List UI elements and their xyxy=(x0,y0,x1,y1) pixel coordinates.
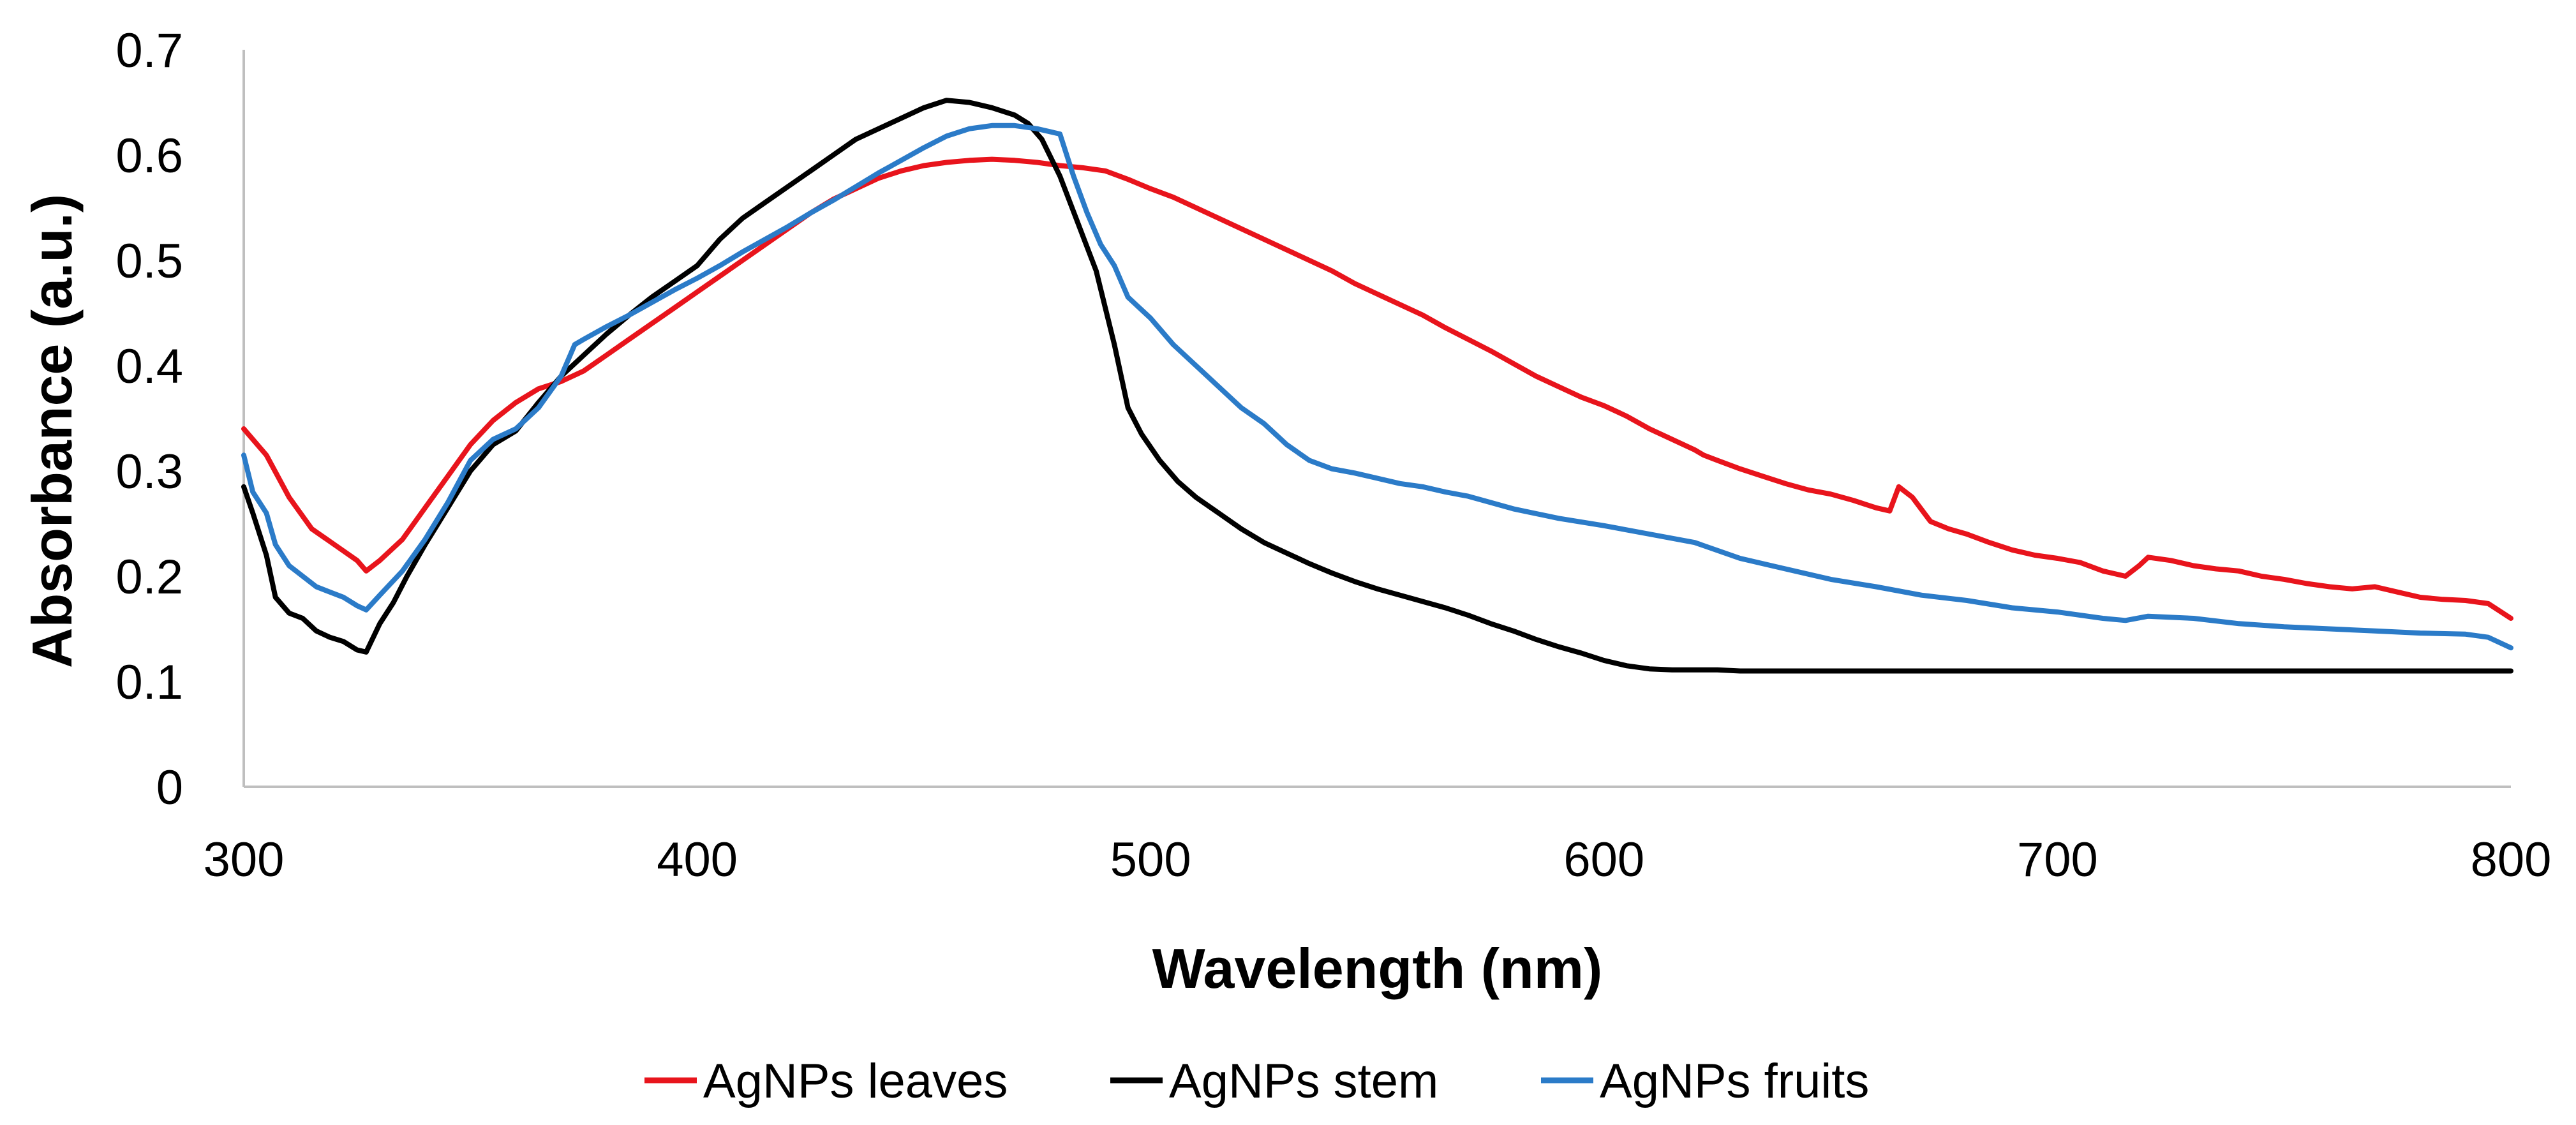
x-tick-label: 800 xyxy=(2471,833,2552,887)
y-tick-label: 0.6 xyxy=(115,129,183,183)
legend-label: AgNPs stem xyxy=(1169,1054,1438,1108)
y-tick-label: 0.4 xyxy=(115,339,183,394)
legend: AgNPs leaves AgNPs stem AgNPs fruits xyxy=(644,1054,1869,1108)
y-tick-label: 0.7 xyxy=(115,24,183,78)
series-line-agnps-fruits xyxy=(241,123,2513,651)
y-tick-label: 0.2 xyxy=(115,550,183,604)
x-axis-title: Wavelength (nm) xyxy=(1152,937,1603,1000)
legend-label: AgNPs fruits xyxy=(1600,1054,1869,1108)
legend-label: AgNPs leaves xyxy=(703,1054,1008,1108)
x-tick-label: 700 xyxy=(2017,833,2098,887)
series-lines xyxy=(241,98,2513,674)
y-tick-label: 0.3 xyxy=(115,445,183,499)
x-tick-label: 300 xyxy=(204,833,285,887)
series-line-agnps-stem xyxy=(241,98,2513,674)
x-tick-labels: 300 400 500 600 700 800 xyxy=(204,833,2552,887)
x-tick-label: 600 xyxy=(1563,833,1644,887)
series-line-agnps-leaves xyxy=(241,156,2513,621)
y-tick-label: 0.1 xyxy=(115,655,183,710)
axes xyxy=(242,50,2511,788)
y-tick-label: 0 xyxy=(156,761,183,815)
y-tick-label: 0.5 xyxy=(115,234,183,288)
y-axis-title: Absorbance (a.u.) xyxy=(20,194,84,668)
y-tick-labels: 0 0.1 0.2 0.3 0.4 0.5 0.6 0.7 xyxy=(115,24,183,815)
x-tick-label: 500 xyxy=(1110,833,1191,887)
x-tick-label: 400 xyxy=(657,833,738,887)
